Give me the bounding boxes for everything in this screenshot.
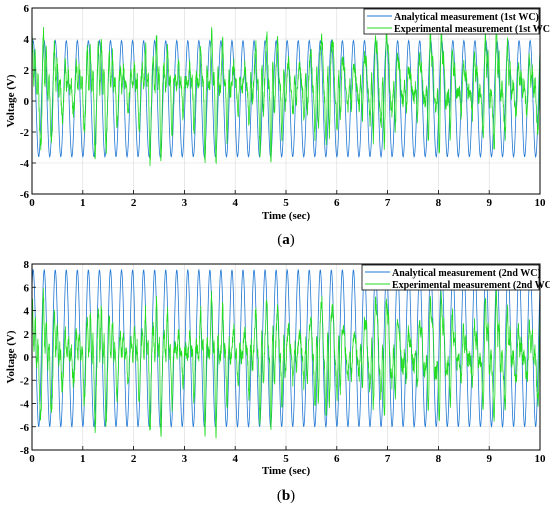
legend-label-experimental: Experimental measurement (1st WC) bbox=[394, 24, 550, 35]
x-tick-label: 7 bbox=[385, 197, 391, 209]
x-tick-label: 5 bbox=[283, 453, 289, 465]
series-line bbox=[32, 39, 540, 159]
y-tick-label: 8 bbox=[24, 259, 30, 271]
y-tick-label: 0 bbox=[24, 352, 30, 364]
y-tick-label: 0 bbox=[24, 96, 30, 108]
legend: Analytical measurement (1st WC) Experime… bbox=[363, 8, 550, 35]
y-tick-label: 4 bbox=[24, 34, 30, 46]
caption-letter: b bbox=[282, 488, 290, 504]
series-line bbox=[32, 282, 540, 439]
legend-label-experimental: Experimental measurement (2nd WC) bbox=[392, 280, 550, 291]
x-tick-label: 6 bbox=[334, 197, 340, 209]
y-tick-label: -4 bbox=[20, 158, 30, 170]
legend-box bbox=[363, 8, 540, 35]
x-tick-label: 3 bbox=[182, 453, 188, 465]
chart-panel-a: 0 1 2 3 4 5 6 7 8 9 10 -6 -4 -2 0 2 4 6 Time (sec) Volta… bbox=[5, 3, 550, 248]
x-tick-label: 1 bbox=[80, 453, 86, 465]
legend-label-analytical: Analytical measurement (1st WC) bbox=[394, 12, 539, 23]
y-ticks: -8 -6 -4 -2 0 2 4 6 8 bbox=[20, 259, 36, 457]
x-tick-label: 5 bbox=[283, 197, 289, 209]
y-axis-label: Voltage (V) bbox=[5, 330, 17, 383]
x-axis-label: Time (sec) bbox=[262, 465, 311, 477]
x-tick-label: 2 bbox=[131, 197, 137, 209]
x-tick-label: 10 bbox=[535, 453, 547, 465]
x-tick-label: 8 bbox=[436, 197, 442, 209]
y-tick-label: -6 bbox=[20, 189, 30, 201]
panel-caption-b: (b) bbox=[277, 488, 295, 504]
x-ticks: 0 1 2 3 4 5 6 7 8 9 10 bbox=[29, 446, 546, 465]
y-axis-label: Voltage (V) bbox=[5, 74, 17, 127]
y-ticks: -6 -4 -2 0 2 4 6 bbox=[20, 3, 36, 201]
x-tick-label: 2 bbox=[131, 453, 137, 465]
panel-caption-a: (a) bbox=[277, 232, 295, 248]
x-tick-label: 6 bbox=[334, 453, 340, 465]
x-tick-label: 1 bbox=[80, 197, 86, 209]
y-tick-label: 2 bbox=[24, 329, 30, 341]
series-group bbox=[32, 20, 540, 167]
x-tick-label: 4 bbox=[232, 453, 238, 465]
y-tick-label: 4 bbox=[24, 306, 30, 318]
x-tick-label: 9 bbox=[486, 197, 492, 209]
y-tick-label: -2 bbox=[20, 127, 30, 139]
legend-label-analytical: Analytical measurement (2nd WC) bbox=[392, 268, 541, 279]
y-tick-label: -6 bbox=[20, 422, 30, 434]
series-line bbox=[32, 20, 540, 167]
x-tick-label: 8 bbox=[436, 453, 442, 465]
caption-letter: a bbox=[282, 232, 290, 248]
y-tick-label: 6 bbox=[24, 3, 30, 15]
x-axis-label: Time (sec) bbox=[262, 210, 311, 222]
y-tick-label: -4 bbox=[20, 399, 30, 411]
x-tick-label: 3 bbox=[182, 197, 188, 209]
x-tick-label: 4 bbox=[232, 197, 238, 209]
legend-box bbox=[361, 264, 540, 291]
y-tick-label: -2 bbox=[20, 375, 30, 387]
series-group bbox=[32, 268, 540, 439]
y-tick-label: 2 bbox=[24, 65, 30, 77]
legend: Analytical measurement (2nd WC) Experime… bbox=[361, 264, 550, 291]
y-tick-label: 6 bbox=[24, 282, 30, 294]
x-tick-label: 9 bbox=[486, 453, 492, 465]
y-tick-label: -8 bbox=[20, 445, 30, 457]
x-tick-label: 7 bbox=[385, 453, 391, 465]
x-ticks: 0 1 2 3 4 5 6 7 8 9 10 bbox=[29, 190, 546, 209]
x-tick-label: 10 bbox=[535, 197, 547, 209]
x-tick-label: 0 bbox=[29, 453, 35, 465]
x-tick-label: 0 bbox=[29, 197, 35, 209]
chart-panel-b: 0 1 2 3 4 5 6 7 8 9 10 -8 -6 -4 -2 0 2 4 6 8 Time (sec) Vo… bbox=[5, 259, 550, 504]
